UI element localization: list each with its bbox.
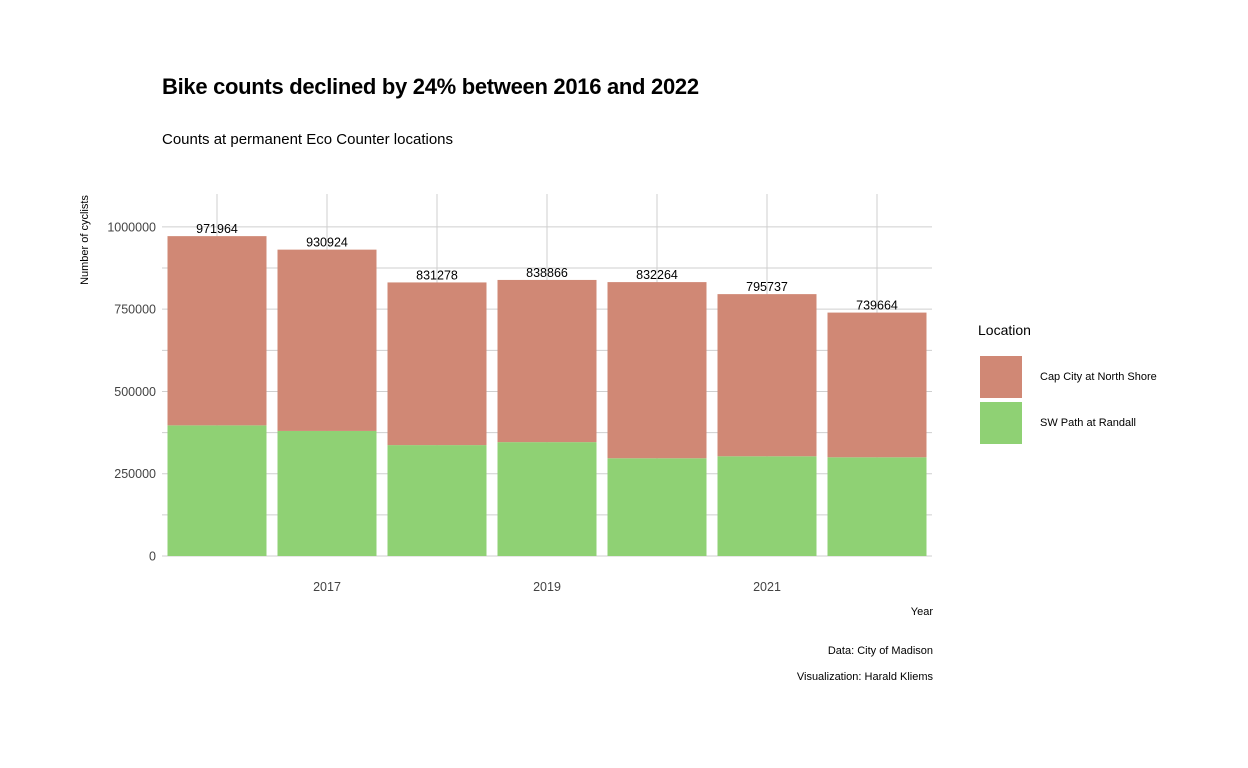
legend-swatch-sw-path	[980, 402, 1022, 444]
bar-sw-path-2019	[497, 442, 597, 556]
bar-sw-path-2018	[387, 445, 487, 556]
bar-total-labels: 971964 930924 831278 838866 832264 795737 7396…	[196, 222, 898, 312]
chart-subtitle: Counts at permanent Eco Counter location…	[162, 131, 453, 148]
x-tick-label: 2021	[753, 580, 781, 594]
y-tick-label: 500000	[114, 385, 156, 399]
bar-cap-city-2020	[607, 282, 707, 459]
x-tick-label: 2019	[533, 580, 561, 594]
bar-total-label-2022: 739664	[856, 299, 898, 313]
y-axis-title: Number of cyclists	[79, 195, 91, 285]
x-axis-title: Year	[911, 606, 934, 618]
bar-cap-city-2018	[387, 282, 487, 446]
bar-cap-city-2016	[167, 236, 267, 426]
y-tick-label: 1000000	[107, 220, 156, 234]
bar-total-label-2018: 831278	[416, 268, 458, 282]
bar-cap-city-2017	[277, 249, 377, 431]
bar-sw-path-2022	[827, 457, 927, 556]
bar-total-label-2017: 930924	[306, 236, 348, 250]
y-tick-label: 750000	[114, 303, 156, 317]
bar-sw-path-2016	[167, 425, 267, 556]
bar-cap-city-2022	[827, 312, 927, 458]
bar-total-label-2021: 795737	[746, 280, 788, 294]
axes: Number of cyclists Year 0 250000 500000 750…	[79, 195, 933, 618]
legend-label-sw-path: SW Path at Randall	[1040, 417, 1136, 429]
bar-sw-path-2017	[277, 430, 377, 556]
bar-sw-path-2021	[717, 456, 817, 556]
legend-swatch-cap-city	[980, 356, 1022, 398]
chart-title: Bike counts declined by 24% between 2016…	[162, 74, 699, 99]
legend-title: Location	[978, 322, 1031, 338]
legend-label-cap-city: Cap City at North Shore	[1040, 371, 1157, 383]
data-source-caption: Data: City of Madison	[827, 645, 933, 657]
bar-total-label-2016: 971964	[196, 222, 238, 236]
bar-cap-city-2021	[717, 294, 817, 457]
bar-sw-path-2020	[607, 458, 707, 556]
y-tick-label: 0	[149, 550, 156, 564]
visualization-credit-caption: Visualization: Harald Kliems	[796, 671, 933, 683]
legend-item-sw-path: SW Path at Randall	[980, 402, 1136, 444]
legend-item-cap-city: Cap City at North Shore	[980, 356, 1157, 398]
bar-total-label-2019: 838866	[526, 266, 568, 280]
bar-total-label-2020: 832264	[636, 268, 678, 282]
x-tick-label: 2017	[313, 580, 341, 594]
y-tick-label: 250000	[114, 467, 156, 481]
bars	[167, 236, 927, 556]
bar-cap-city-2019	[497, 279, 597, 443]
